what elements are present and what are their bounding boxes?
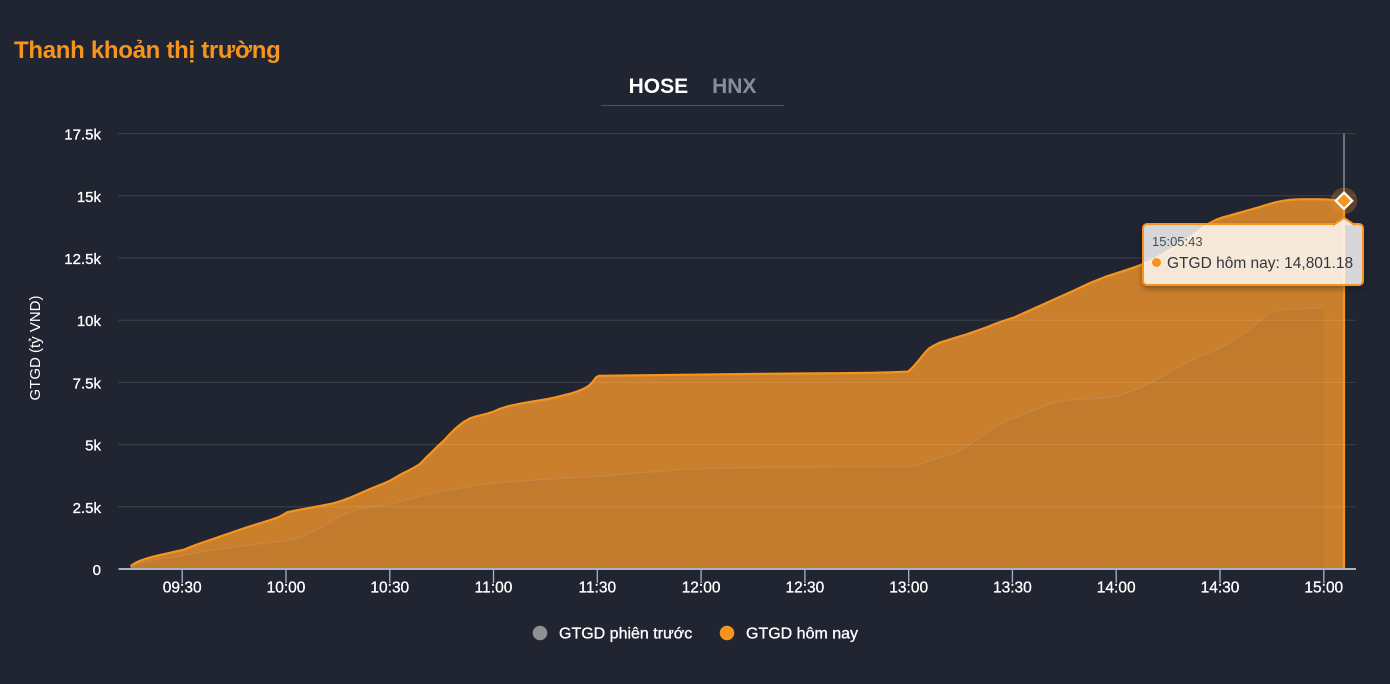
svg-text:2.5k: 2.5k [73,500,102,517]
svg-text:12.5k: 12.5k [64,251,101,268]
svg-text:0: 0 [93,562,101,579]
svg-text:GTGD hôm nay: GTGD hôm nay [746,626,858,643]
svg-text:10k: 10k [77,313,102,330]
svg-text:10:00: 10:00 [267,580,306,597]
svg-text:12:30: 12:30 [786,580,825,597]
svg-text:13:00: 13:00 [889,580,928,597]
svg-text:09:30: 09:30 [163,580,202,597]
svg-text:17.5k: 17.5k [64,127,101,144]
svg-text:GTGD (tỷ VND): GTGD (tỷ VND) [27,296,44,401]
svg-text:11:00: 11:00 [475,580,513,597]
svg-text:15k: 15k [77,189,102,206]
svg-text:14:00: 14:00 [1097,580,1136,597]
svg-text:10:30: 10:30 [370,580,409,597]
svg-text:7.5k: 7.5k [73,375,102,392]
svg-text:13:30: 13:30 [993,580,1032,597]
svg-text:GTGD phiên trước: GTGD phiên trước [559,626,692,643]
svg-text:14:30: 14:30 [1201,580,1240,597]
svg-text:15:00: 15:00 [1304,580,1343,597]
svg-text:11:30: 11:30 [578,580,616,597]
svg-text:12:00: 12:00 [682,580,721,597]
svg-text:5k: 5k [85,438,101,455]
